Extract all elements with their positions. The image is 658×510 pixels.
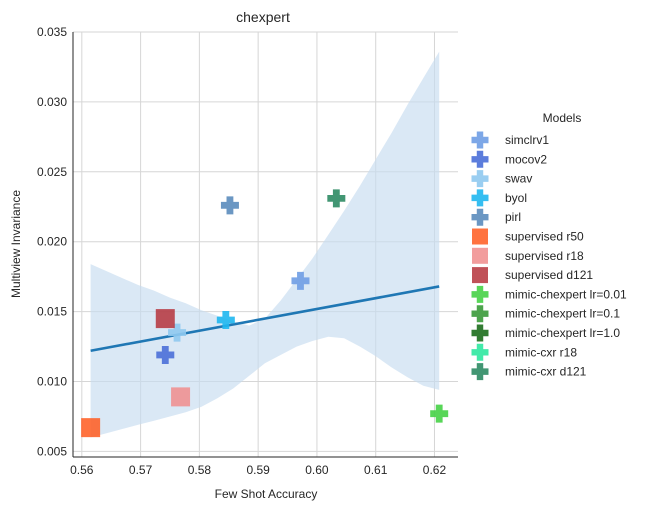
y-tick-label: 0.010 <box>37 375 67 389</box>
y-axis-label: Multiview Invariance <box>9 190 23 298</box>
x-tick-label: 0.62 <box>423 463 447 477</box>
legend-marker-mocov2 <box>471 150 489 168</box>
legend-title: Models <box>543 111 582 125</box>
x-tick-labels: 0.56 0.57 0.58 0.59 0.60 0.61 0.62 <box>70 463 446 477</box>
legend-label-supervised-r50: supervised r50 <box>505 230 584 244</box>
point-swav <box>168 323 187 342</box>
y-tick-label: 0.005 <box>37 444 67 458</box>
legend-label-mocov2: mocov2 <box>505 152 547 166</box>
legend-label-simclrv1: simclrv1 <box>505 133 549 147</box>
point-supervised-d121 <box>155 309 175 329</box>
legend-label-mimic-cxr-r18: mimic-cxr r18 <box>505 345 577 359</box>
point-pirl <box>220 196 239 215</box>
legend-label-pirl: pirl <box>505 210 521 224</box>
x-tick-label: 0.60 <box>305 463 329 477</box>
legend-label-mimic-chexpert-lr-0-01: mimic-chexpert lr=0.01 <box>505 287 627 301</box>
legend-label-mimic-chexpert-lr-0-1: mimic-chexpert lr=0.1 <box>505 307 620 321</box>
legend-marker-supervised-r50 <box>472 228 488 245</box>
point-mocov2 <box>156 345 175 364</box>
x-tick-label: 0.61 <box>364 463 388 477</box>
y-tick-label: 0.025 <box>37 165 67 179</box>
point-supervised-r18 <box>171 387 191 407</box>
legend-marker-mimic-chexpert-lr-0-01 <box>471 285 489 303</box>
legend: Models simclrv1 mocov2 swav byol pirl supervi… <box>471 111 627 381</box>
regression-line-layer <box>90 285 440 353</box>
legend-label-byol: byol <box>505 191 527 205</box>
y-tick-label: 0.020 <box>37 235 67 249</box>
point-byol <box>216 310 235 329</box>
legend-label-swav: swav <box>505 172 532 186</box>
x-tick-label: 0.56 <box>70 463 94 477</box>
legend-marker-pirl <box>471 208 489 226</box>
legend-label-supervised-d121: supervised d121 <box>505 268 593 282</box>
legend-marker-simclrv1 <box>471 131 489 149</box>
legend-marker-mimic-chexpert-lr-1-0 <box>471 324 489 342</box>
x-tick-label: 0.57 <box>129 463 153 477</box>
point-supervised-r50 <box>81 418 101 438</box>
legend-marker-swav <box>471 170 489 188</box>
y-tick-label: 0.015 <box>37 305 67 319</box>
point-simclrv1 <box>291 271 310 290</box>
confidence-band <box>90 51 440 438</box>
y-tick-labels: 0.005 0.010 0.015 0.020 0.025 0.030 0.035 <box>37 25 67 458</box>
legend-marker-mimic-cxr-d121 <box>471 363 489 381</box>
x-tick-label: 0.58 <box>188 463 212 477</box>
axes <box>72 32 458 458</box>
legend-marker-supervised-d121 <box>472 267 488 284</box>
legend-marker-byol <box>471 189 489 207</box>
regression-line <box>90 285 440 353</box>
point-mimic-cxr-d121 <box>327 189 346 208</box>
legend-marker-supervised-r18 <box>472 247 488 264</box>
x-tick-label: 0.59 <box>246 463 270 477</box>
y-tick-label: 0.035 <box>37 25 67 39</box>
confidence-band-layer <box>90 51 440 438</box>
chart-title: chexpert <box>236 9 290 25</box>
legend-label-mimic-chexpert-lr-1-0: mimic-chexpert lr=1.0 <box>505 326 620 340</box>
legend-marker-mimic-cxr-r18 <box>471 343 489 361</box>
point-mimic-chexpert-lr-0-01 <box>430 404 449 423</box>
y-tick-label: 0.030 <box>37 95 67 109</box>
legend-label-mimic-cxr-d121: mimic-cxr d121 <box>505 365 587 379</box>
points-layer <box>81 189 449 438</box>
x-axis-label: Few Shot Accuracy <box>215 487 318 501</box>
legend-marker-mimic-chexpert-lr-0-1 <box>471 305 489 323</box>
legend-label-supervised-r18: supervised r18 <box>505 249 584 263</box>
